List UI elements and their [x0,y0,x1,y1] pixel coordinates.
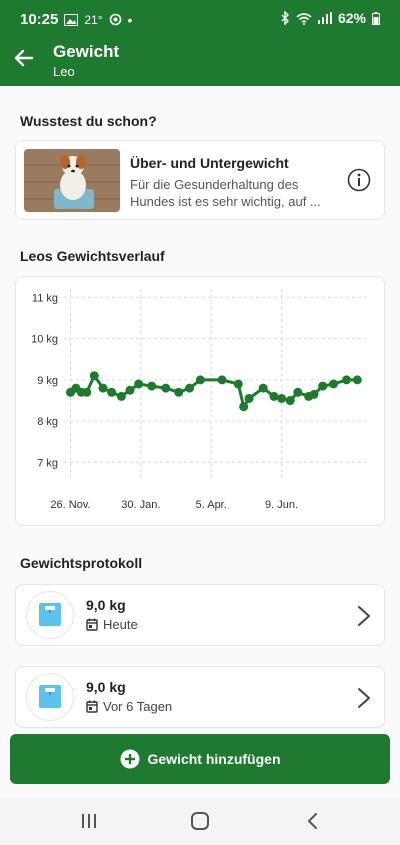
recent-apps-icon[interactable] [78,810,100,832]
battery-icon [372,11,380,25]
calendar-icon [86,618,98,631]
tip-section-title: Wusstest du schon? [20,113,157,129]
weight-point [309,389,319,399]
x-tick-label: 30. Jan. [121,499,160,511]
y-tick-label: 11 kg [32,292,58,304]
log-entry-date: Heute [103,617,138,632]
weight-point [342,375,352,385]
weight-point [239,402,249,412]
x-tick-label: 26. Nov. [50,499,90,511]
status-bar: 10:25 21° • 62% [0,0,400,36]
log-entry-date-row: Heute [86,617,138,632]
log-entry[interactable]: 9,0 kg Vor 6 Tagen [15,666,385,728]
weight-point [107,387,117,397]
weight-point [269,391,279,401]
weight-point [174,387,184,397]
calendar-icon [86,700,98,713]
chart-section-title: Leos Gewichtsverlauf [20,248,165,264]
log-entry-date: Vor 6 Tagen [103,699,173,714]
back-arrow-icon[interactable] [12,46,36,70]
weight-point [161,383,171,393]
y-tick-label: 9 kg [37,375,58,387]
log-entry[interactable]: 9,0 kg Heute [15,584,385,646]
app-bar: Gewicht Leo [0,36,400,86]
weight-point [185,383,195,393]
scale-icon [26,673,74,721]
x-tick-label: 5. Apr. [196,499,227,511]
weight-point [233,379,243,389]
weather-icon [109,13,121,26]
system-nav-bar [0,798,400,845]
weight-point [147,381,157,391]
page-subtitle: Leo [53,64,75,79]
log-entry-weight: 9,0 kg [86,679,126,695]
x-tick-label: 9. Jun. [265,499,298,511]
scale-icon [26,591,74,639]
chevron-right-icon [358,606,370,626]
weight-point [82,387,92,397]
dot-icon: • [127,11,133,28]
tip-card[interactable]: Über- und Untergewicht Für die Gesunderh… [15,140,385,220]
y-tick-label: 10 kg [31,334,58,346]
weight-point [116,391,126,401]
y-tick-label: 7 kg [37,457,58,469]
y-tick-label: 8 kg [37,416,58,428]
dog-on-scale-image [24,149,120,212]
system-back-icon[interactable] [302,810,324,832]
info-icon[interactable] [347,168,371,192]
weight-point [285,396,295,406]
weight-point [134,379,144,389]
add-weight-button[interactable]: Gewicht hinzufügen [10,734,390,784]
wifi-icon [296,12,312,25]
weight-point [217,375,227,385]
log-section-title: Gewichtsprotokoll [20,555,143,571]
page-title: Gewicht [53,42,120,61]
weight-point [98,383,108,393]
signal-icon [317,12,332,24]
weight-point [244,393,254,403]
plus-circle-icon [120,749,139,769]
add-weight-label: Gewicht hinzufügen [147,751,281,767]
status-temperature: 21° [84,12,103,27]
gallery-icon [64,13,79,26]
weight-point [125,385,135,395]
weight-point [329,379,339,389]
status-time: 10:25 [20,11,59,28]
chevron-right-icon [358,688,370,708]
weight-point [277,393,287,403]
weight-point [293,387,303,397]
tip-title: Über- und Untergewicht [130,155,289,171]
weight-point [318,381,328,391]
log-entry-weight: 9,0 kg [86,597,126,613]
weight-point [195,375,205,385]
weight-chart-card: 11 kg 10 kg 9 kg 8 kg 7 kg 26. Nov. 30. Jan. 5.… [15,276,385,526]
weight-chart: 11 kg 10 kg 9 kg 8 kg 7 kg 26. Nov. 30. Jan. 5.… [31,289,366,511]
weight-point [89,371,99,381]
weight-point [352,375,362,385]
log-entry-date-row: Vor 6 Tagen [86,699,172,714]
battery-percent: 62% [337,10,366,26]
home-icon[interactable] [189,810,211,832]
bluetooth-icon [281,11,289,25]
weight-point [258,383,268,393]
tip-text: Für die Gesunderhaltung des Hundes ist e… [130,177,321,209]
